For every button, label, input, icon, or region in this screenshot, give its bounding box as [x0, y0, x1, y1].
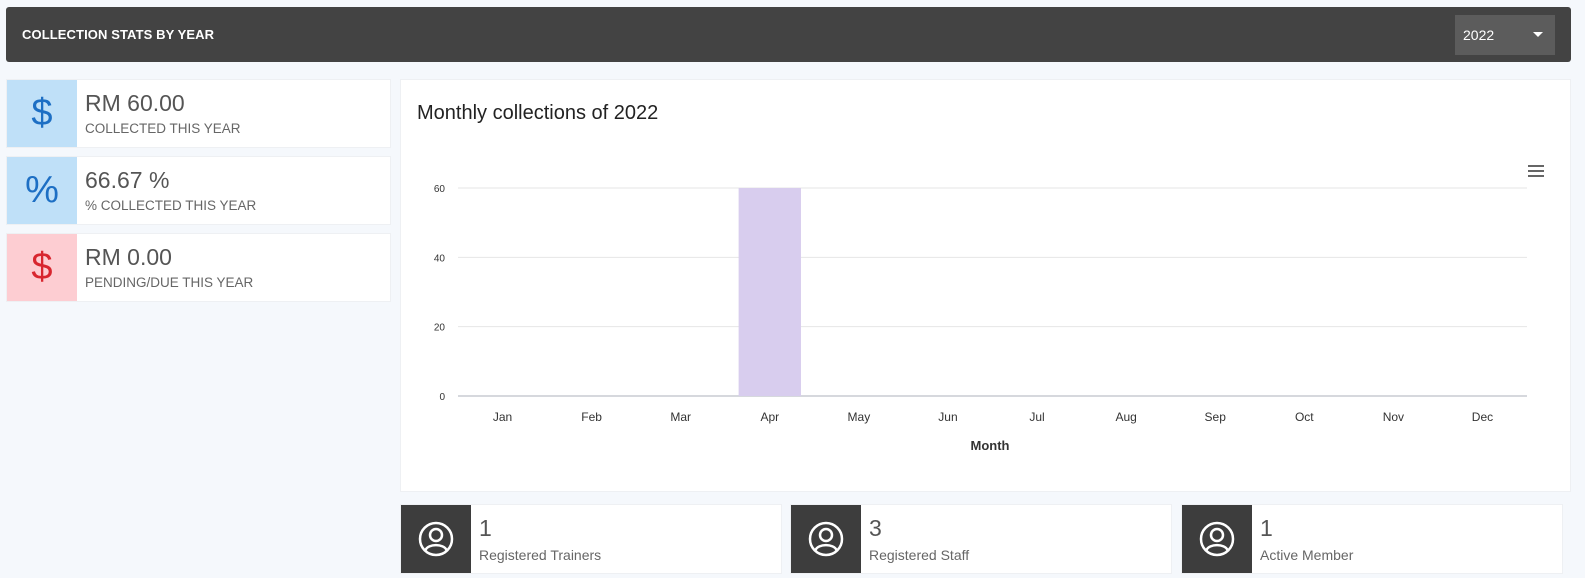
stats-header-bar: COLLECTION STATS BY YEAR 2022 — [6, 7, 1571, 62]
stat-label: PENDING/DUE THIS YEAR — [85, 275, 254, 290]
monthly-collections-chart-panel: Monthly collections of 2022 0 20 40 60 Jan F… — [400, 79, 1571, 492]
info-value: 1 — [1260, 515, 1273, 541]
stat-label: COLLECTED THIS YEAR — [85, 121, 241, 136]
y-tick-label: 0 — [439, 392, 445, 403]
x-tick-label: Dec — [1472, 410, 1493, 424]
x-tick-label: Jan — [493, 410, 512, 424]
user-circle-icon — [791, 505, 861, 573]
user-circle-icon — [1182, 505, 1252, 573]
y-tick-label: 20 — [434, 323, 446, 334]
x-tick-label: Jul — [1029, 410, 1044, 424]
bar-apr[interactable] — [738, 188, 801, 396]
percent-icon: % — [7, 157, 77, 224]
dollar-icon: $ — [7, 80, 77, 147]
info-value: 3 — [869, 515, 882, 541]
x-tick-label: Oct — [1295, 410, 1314, 424]
year-select-value: 2022 — [1463, 26, 1495, 43]
stat-value: RM 0.00 — [85, 244, 172, 270]
stat-value: RM 60.00 — [85, 90, 185, 116]
dollar-icon: $ — [7, 234, 77, 301]
x-tick-label: Aug — [1115, 410, 1136, 424]
user-circle-icon — [401, 505, 471, 573]
chart-title: Monthly collections of 2022 — [417, 102, 659, 124]
stat-value: 66.67 % — [85, 167, 170, 193]
x-axis-label: Month — [971, 438, 1010, 453]
year-select[interactable]: 2022 — [1455, 14, 1555, 55]
x-tick-label: Feb — [581, 410, 602, 424]
bar-chart: 0 20 40 60 Jan Feb Mar Apr May Jun Jul Aug Sep Oct No… — [434, 184, 1527, 453]
stat-card-percent-collected: % 66.67 % % COLLECTED THIS YEAR — [6, 156, 391, 225]
info-card-staff: 3 Registered Staff — [790, 504, 1172, 574]
info-card-active-member: 1 Active Member — [1181, 504, 1563, 574]
x-tick-label: May — [848, 410, 871, 424]
info-label: Active Member — [1260, 547, 1354, 563]
stat-card-pending: $ RM 0.00 PENDING/DUE THIS YEAR — [6, 233, 391, 302]
y-tick-label: 40 — [434, 253, 446, 264]
info-value: 1 — [479, 515, 492, 541]
x-tick-label: Jun — [938, 410, 957, 424]
info-card-trainers: 1 Registered Trainers — [400, 504, 782, 574]
x-tick-label: Nov — [1383, 410, 1404, 424]
x-tick-label: Sep — [1205, 410, 1227, 424]
hamburger-icon[interactable] — [1528, 165, 1544, 177]
y-tick-label: 60 — [434, 184, 446, 195]
page-title: COLLECTION STATS BY YEAR — [22, 27, 215, 42]
x-tick-label: Apr — [760, 410, 779, 424]
info-label: Registered Trainers — [479, 547, 602, 563]
stat-label: % COLLECTED THIS YEAR — [85, 198, 257, 213]
x-tick-label: Mar — [670, 410, 691, 424]
stat-card-collected: $ RM 60.00 COLLECTED THIS YEAR — [6, 79, 391, 148]
chevron-down-icon — [1533, 32, 1543, 37]
info-label: Registered Staff — [869, 547, 970, 563]
